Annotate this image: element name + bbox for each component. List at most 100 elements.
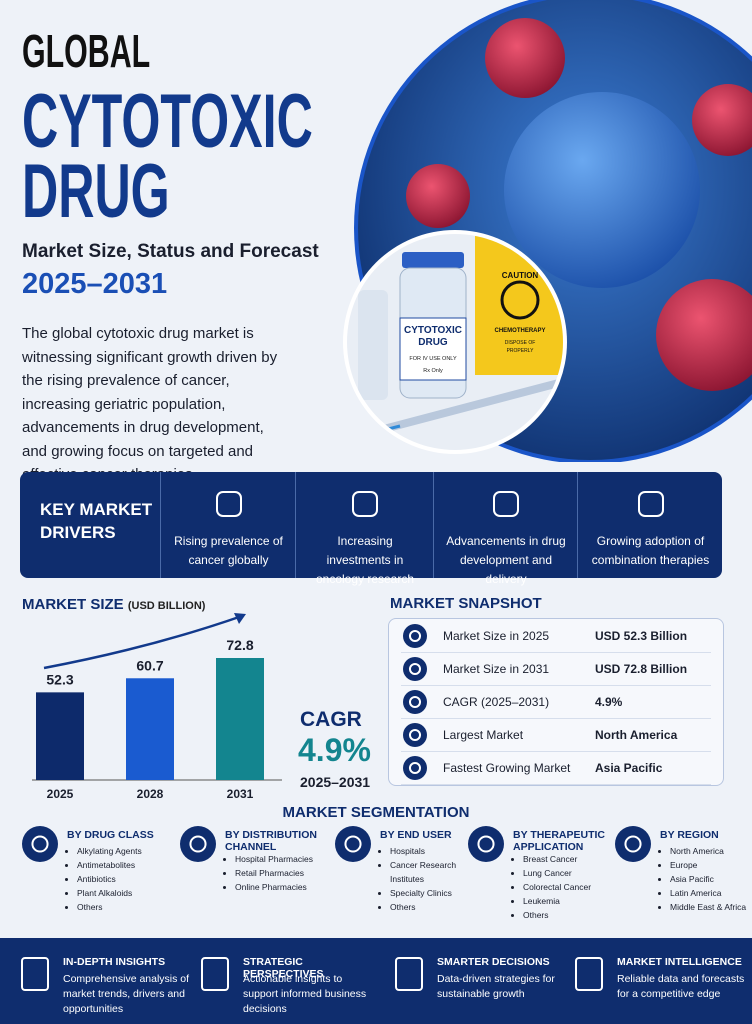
icon-glyph: [189, 835, 207, 853]
segment-item: Retail Pharmacies: [235, 866, 330, 880]
segment-item: Online Pharmacies: [235, 880, 330, 894]
segment-item: Hospital Pharmacies: [235, 852, 330, 866]
footer-icon-shape: [575, 957, 603, 991]
icon-glyph: [624, 835, 642, 853]
vial-label: DRUG: [418, 337, 448, 348]
segment-item: Asia Pacific: [670, 872, 752, 886]
segment-item: Latin America: [670, 886, 752, 900]
x-tick-label: 2028: [137, 787, 164, 801]
icon-glyph: [408, 695, 422, 709]
icon-circle: [468, 826, 504, 862]
snapshot-value: Asia Pacific: [595, 761, 663, 775]
dispose-label: DISPOSE OF: [505, 340, 536, 346]
segment-item: North America: [670, 844, 752, 858]
bar: [216, 658, 264, 780]
title-line: DRUG: [22, 149, 170, 234]
snapshot-row: CAGR (2025–2031) 4.9%: [401, 685, 711, 719]
driver: Rising prevalence of cancer globally: [160, 472, 296, 578]
snapshot-title: MARKET SNAPSHOT: [390, 595, 542, 612]
icon-glyph: [408, 662, 422, 676]
vial-rx: Rx Only: [423, 368, 443, 374]
caution-label: CAUTION: [502, 271, 539, 280]
footer-icon-shape: [201, 957, 229, 991]
segment-item: Colorectal Cancer: [523, 880, 618, 894]
icon-circle: [403, 624, 427, 648]
driver-text: Growing adoption of combination therapie…: [591, 534, 710, 567]
segment-item: Others: [390, 900, 485, 914]
icon: [403, 690, 427, 714]
cagr-label: CAGR: [300, 708, 362, 731]
driver-icon-shape: [637, 491, 664, 517]
driver-icon: [215, 491, 242, 517]
icon-glyph: [477, 835, 495, 853]
bar: [126, 678, 174, 780]
footer-band: IN-DEPTH INSIGHTS Comprehensive analysis …: [0, 938, 752, 1024]
segment-item: Plant Alkaloids: [77, 886, 172, 900]
segment-item: Specialty Clinics: [390, 886, 485, 900]
chart-title: MARKET SIZE (USD BILLION): [22, 596, 205, 613]
segment-title: BY DISTRIBUTION CHANNEL: [225, 829, 317, 853]
icon: [403, 624, 427, 648]
cagr-value: 4.9%: [298, 732, 371, 768]
snapshot-box: Market Size in 2025 USD 52.3 Billion Marke…: [388, 618, 724, 786]
icon: [335, 826, 371, 862]
icon-circle: [403, 690, 427, 714]
chemo-label: CHEMOTHERAPY: [494, 328, 545, 334]
footer-text: Data-driven strategies for sustainable g…: [437, 973, 555, 1000]
icon-glyph: [408, 629, 422, 643]
segment-item: Alkylating Agents: [77, 844, 172, 858]
footer-title: MARKET INTELLIGENCE: [617, 956, 742, 968]
segment-list: HospitalsCancer Research InstitutesSpeci…: [380, 844, 485, 914]
segment-item: Europe: [670, 858, 752, 872]
segment-item: Antibiotics: [77, 872, 172, 886]
snapshot-label: Market Size in 2031: [443, 662, 550, 676]
segmentation-title: MARKET SEGMENTATION: [282, 804, 470, 821]
footer-title: IN-DEPTH INSIGHTS: [63, 956, 166, 968]
driver-icon-shape: [493, 491, 519, 517]
icon: [180, 826, 216, 862]
footer-text: Reliable data and forecasts for a compet…: [617, 973, 745, 1000]
snapshot-value: USD 72.8 Billion: [595, 662, 688, 676]
driver-icon-shape: [215, 491, 242, 517]
value-label: 72.8: [226, 637, 253, 653]
title-line: CYTOTOXIC: [22, 79, 313, 164]
segment-item: Others: [523, 908, 618, 922]
footer-icon-shape: [395, 957, 423, 991]
snapshot-row: Market Size in 2031 USD 72.8 Billion: [401, 652, 711, 686]
driver-icon: [352, 491, 378, 517]
footer-title: SMARTER DECISIONS: [437, 956, 550, 968]
driver-icon: [637, 491, 664, 517]
segment-item: Antimetabolites: [77, 858, 172, 872]
segment-list: North AmericaEuropeAsia PacificLatin Ame…: [660, 844, 752, 914]
icon: [615, 826, 651, 862]
snapshot-label: Market Size in 2025: [443, 629, 550, 643]
vial-note: FOR IV USE ONLY: [409, 356, 457, 362]
icon-circle: [335, 826, 371, 862]
snapshot-label: CAGR (2025–2031): [443, 695, 550, 709]
segment-title: BY DRUG CLASS: [67, 829, 154, 841]
segment-group: BY DRUG CLASS Alkylating AgentsAntimetabo…: [22, 826, 172, 926]
icon: [403, 723, 427, 747]
icon: [403, 756, 427, 780]
segment-item: Lung Cancer: [523, 866, 618, 880]
segment-group: BY THERAPEUTIC APPLICATIONBreast CancerL…: [468, 826, 618, 926]
segment-title: BY END USER: [380, 829, 452, 841]
chart-unit: (USD BILLION): [127, 600, 206, 612]
x-tick-label: 2031: [227, 787, 254, 801]
segment-item: Leukemia: [523, 894, 618, 908]
driver: Increasing investments in oncology resea…: [295, 472, 434, 586]
icon-circle: [403, 657, 427, 681]
footer-icon: [21, 957, 49, 991]
icon: [403, 657, 427, 681]
vial-label: CYTOTOXIC: [404, 325, 462, 336]
cagr-period: 2025–2031: [300, 774, 371, 790]
segment-group: BY END USER HospitalsCancer Research Inst…: [335, 826, 485, 926]
title-line: GLOBAL: [22, 25, 151, 77]
bar-chart: 52.3 2025 60.7 2028 72.8 2031: [32, 613, 282, 801]
value-label: 52.3: [46, 671, 73, 687]
value-label: 60.7: [136, 657, 163, 673]
snapshot-row: Market Size in 2025 USD 52.3 Billion: [401, 619, 711, 653]
segment-group: BY DISTRIBUTION CHANNELHospital Pharmaci…: [180, 826, 330, 926]
snapshot-value: 4.9%: [595, 695, 623, 709]
